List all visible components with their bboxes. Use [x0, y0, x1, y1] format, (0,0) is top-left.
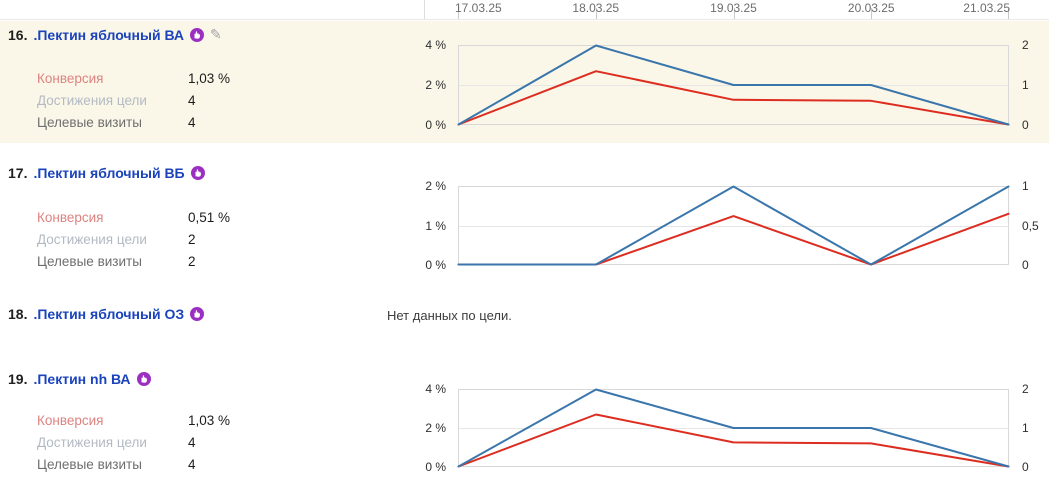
metric-label: Целевые визиты — [37, 253, 142, 269]
y-axis-label-right: 2 — [1022, 382, 1029, 396]
chart-line — [457, 413, 1010, 468]
goal-19-chart[interactable]: 4 % 2 % 0 % 2 1 0 — [425, 382, 1028, 474]
edit-pencil-icon[interactable]: ✎ — [209, 27, 222, 43]
date-axis-label: 21.03.25 — [963, 1, 1010, 15]
date-axis-label: 17.03.25 — [455, 1, 502, 15]
goal-17-metrics: Конверсия 0,51 % Достижения цели 2 Целев… — [37, 206, 317, 272]
y-axis-label-left: 0 % — [425, 118, 446, 132]
y-axis-label-right: 0,5 — [1022, 219, 1039, 233]
goal-number: 16. — [8, 27, 28, 43]
date-axis: 17.03.25 18.03.25 19.03.25 20.03.25 21.03.25 — [455, 0, 1010, 19]
metric-row-goal-visits: Целевые визиты 4 — [37, 111, 317, 133]
y-axis-label-right: 1 — [1022, 78, 1029, 92]
goal-link[interactable]: .Пектин яблочный ВА — [33, 27, 184, 43]
chart-line — [457, 212, 1010, 266]
metric-label: Конверсия — [37, 412, 104, 428]
goal-16-chart[interactable]: 4 % 2 % 0 % 2 1 0 — [425, 38, 1028, 132]
metric-value: 1,03 % — [188, 70, 231, 86]
y-axis-label-left: 4 % — [425, 38, 446, 52]
chart-line — [457, 70, 1010, 126]
retargeting-badge-icon — [190, 166, 205, 180]
metric-row-goal-reaches: Достижения цели 4 — [37, 431, 317, 453]
chart-svg — [457, 185, 1010, 266]
y-axis-label-right: 0 — [1022, 258, 1029, 272]
header-column-divider — [424, 0, 425, 19]
chart-line — [457, 388, 1010, 468]
metric-label: Целевые визиты — [37, 114, 142, 130]
date-axis-tick — [458, 8, 459, 19]
chart-svg — [457, 44, 1010, 126]
metric-label: Достижения цели — [37, 92, 147, 108]
metric-value: 4 — [188, 114, 196, 130]
y-axis-label-right: 0 — [1022, 118, 1029, 132]
metric-value: 4 — [188, 92, 196, 108]
metric-label: Конверсия — [37, 209, 104, 225]
goal-row-19-title: 19. .Пектин nh ВА — [8, 371, 151, 387]
goal-link[interactable]: .Пектин яблочный ВБ — [33, 165, 185, 181]
row-16-highlight — [0, 21, 1049, 143]
metric-label: Конверсия — [37, 70, 104, 86]
goal-row-17-title: 17. .Пектин яблочный ВБ — [8, 165, 205, 181]
retargeting-badge-icon — [136, 372, 151, 386]
y-axis-label-right: 1 — [1022, 179, 1029, 193]
metric-row-conversion: Конверсия 0,51 % — [37, 206, 317, 228]
date-axis-label: 19.03.25 — [710, 1, 757, 15]
metric-value: 2 — [188, 231, 196, 247]
metric-label: Целевые визиты — [37, 456, 142, 472]
goal-row-16-title: 16. .Пектин яблочный ВА ✎ — [8, 27, 222, 43]
date-axis-tick — [871, 8, 873, 19]
metric-row-goal-reaches: Достижения цели 2 — [37, 228, 317, 250]
metric-row-goal-visits: Целевые визиты 4 — [37, 453, 317, 475]
goal-17-chart[interactable]: 2 % 1 % 0 % 1 0,5 0 — [425, 179, 1038, 272]
y-axis-label-left: 4 % — [425, 382, 446, 396]
goal-number: 17. — [8, 165, 28, 181]
date-axis-tick — [733, 8, 735, 19]
date-axis-tick — [595, 8, 597, 19]
metric-value: 2 — [188, 253, 196, 269]
goal-number: 18. — [8, 306, 28, 322]
metric-label: Достижения цели — [37, 434, 147, 450]
y-axis-label-left: 2 % — [425, 421, 446, 435]
plot-border — [458, 186, 1009, 265]
goal-16-metrics: Конверсия 1,03 % Достижения цели 4 Целев… — [37, 67, 317, 133]
y-axis-label-left: 1 % — [425, 219, 446, 233]
y-axis-label-right: 0 — [1022, 460, 1029, 474]
retargeting-badge-icon — [190, 307, 205, 321]
metric-row-conversion: Конверсия 1,03 % — [37, 67, 317, 89]
goal-link[interactable]: .Пектин nh ВА — [33, 371, 131, 387]
date-axis-label: 18.03.25 — [572, 1, 620, 15]
y-axis-label-right: 2 — [1022, 38, 1029, 52]
metric-value: 4 — [188, 456, 196, 472]
y-axis-label-right: 1 — [1022, 421, 1029, 435]
y-axis-label-left: 2 % — [425, 179, 446, 193]
metric-value: 1,03 % — [188, 412, 231, 428]
metric-row-conversion: Конверсия 1,03 % — [37, 409, 317, 431]
metric-value: 0,51 % — [188, 209, 231, 225]
metric-value: 4 — [188, 434, 196, 450]
goal-link[interactable]: .Пектин яблочный ОЗ — [33, 306, 185, 322]
header-bottom-border — [0, 19, 1049, 20]
chart-svg — [457, 388, 1010, 468]
no-goal-data-text: Нет данных по цели. — [387, 308, 512, 323]
goal-number: 19. — [8, 371, 28, 387]
chart-line — [457, 185, 1010, 266]
metric-label: Достижения цели — [37, 231, 147, 247]
goal-row-18-title: 18. .Пектин яблочный ОЗ — [8, 306, 205, 322]
retargeting-badge-icon — [189, 28, 204, 42]
y-axis-label-left: 2 % — [425, 78, 446, 92]
date-axis-label: 20.03.25 — [847, 1, 895, 15]
y-axis-label-left: 0 % — [425, 258, 446, 272]
metric-row-goal-reaches: Достижения цели 4 — [37, 89, 317, 111]
date-axis-tick — [1008, 8, 1009, 19]
chart-line — [457, 44, 1010, 126]
metric-row-goal-visits: Целевые визиты 2 — [37, 250, 317, 272]
y-axis-label-left: 0 % — [425, 460, 446, 474]
goal-19-metrics: Конверсия 1,03 % Достижения цели 4 Целев… — [37, 409, 317, 475]
